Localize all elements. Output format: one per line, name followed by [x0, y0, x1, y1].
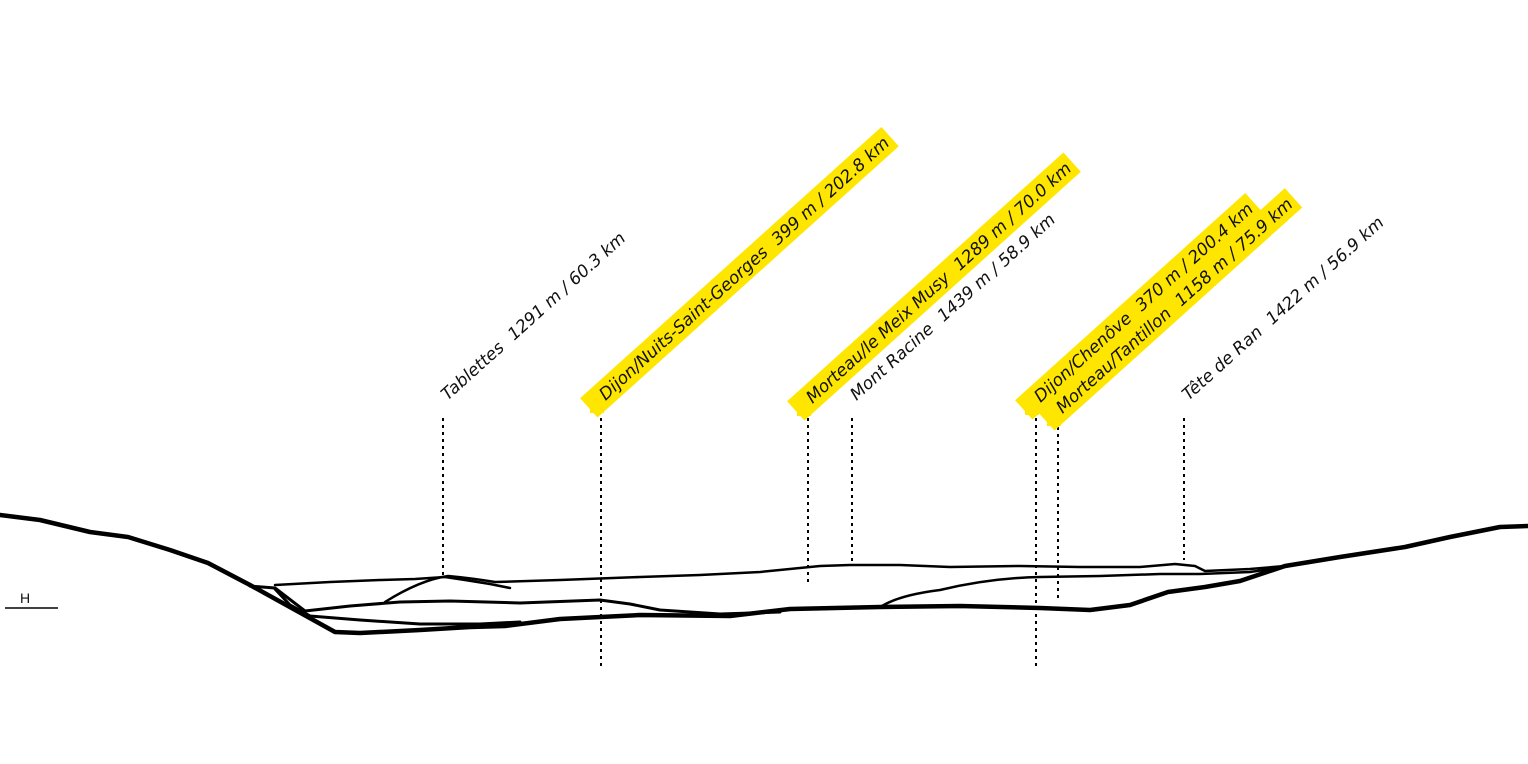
- distance-value: 56.9 km: [1323, 213, 1388, 274]
- highlight-band: [1037, 188, 1303, 431]
- horizon-legend: H: [5, 590, 58, 609]
- label-text-group: Mont Racine1439 m / 58.9 km: [846, 210, 1059, 405]
- distance-value: 202.8 km: [821, 133, 894, 202]
- peak-labels: Tablettes1291 m / 60.3 kmDijon/Nuits-Sai…: [437, 126, 1388, 668]
- terrain-lower-ridge: [273, 587, 522, 626]
- terrain-inner-ridge-3: [383, 562, 1287, 604]
- highlight-band: [787, 152, 1081, 421]
- place-name: Tête de Ran: [1178, 322, 1266, 404]
- label-text-group: Tablettes1291 m / 60.3 km: [437, 229, 630, 405]
- label-text-group: Dijon/Chenôve370 m / 200.4 km: [1015, 193, 1263, 420]
- peak-label-6: Morteau/Tantillon1158 m / 75.9 km: [1037, 188, 1303, 602]
- altitude-value: 1291 m: [504, 286, 566, 345]
- highlight-band: [580, 126, 899, 418]
- highlight-band: [1015, 193, 1263, 420]
- altitude-value: 1422 m: [1262, 271, 1324, 330]
- terrain-inner-ridge-1: [248, 584, 782, 616]
- label-text-group: Morteau/Tantillon1158 m / 75.9 km: [1037, 188, 1303, 431]
- place-name: Dijon/Nuits-Saint-Georges: [595, 243, 772, 405]
- terrain-outer-ridge: [0, 512, 1528, 636]
- distance-value: 60.3 km: [565, 229, 630, 290]
- distance-value: 70.0 km: [1011, 159, 1076, 220]
- terrain-inner-ridge-4: [880, 565, 1287, 608]
- terrain-profile: [0, 512, 1528, 636]
- terrain-inner-ridge-2: [273, 575, 512, 590]
- place-name: Tablettes: [437, 338, 508, 405]
- horizon-letter: H: [20, 590, 30, 606]
- peak-label-2: Dijon/Nuits-Saint-Georges399 m / 202.8 k…: [580, 126, 899, 668]
- peak-name-label: Tablettes1291 m / 60.3 km: [437, 229, 630, 405]
- peak-name-label: Mont Racine1439 m / 58.9 km: [846, 210, 1059, 405]
